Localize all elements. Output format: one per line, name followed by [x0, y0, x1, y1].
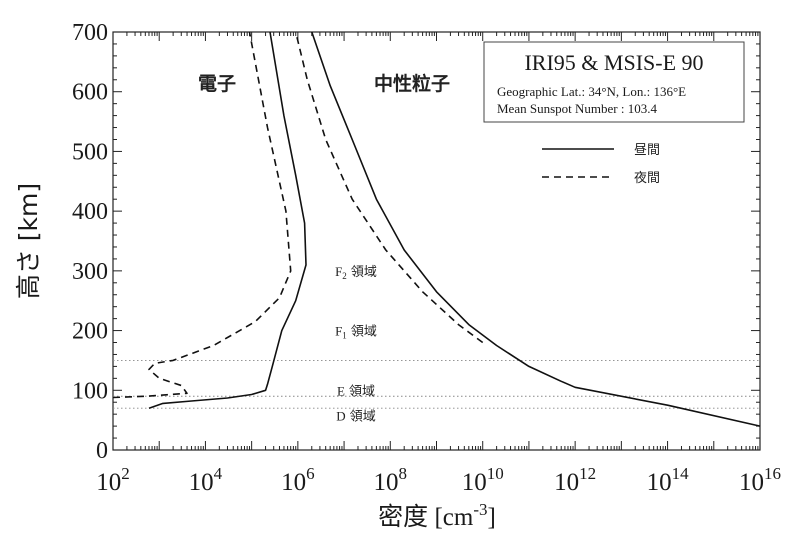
x-axis-title-unit-sup: -3	[473, 500, 487, 519]
region-label-text: 領域	[347, 264, 377, 280]
y-tick-labels: 0 100 200 300 400 500 600 700	[72, 20, 108, 464]
x-tick-label-base: 10	[554, 469, 579, 496]
region-label-letter: F	[335, 264, 342, 279]
x-tick-label-base: 10	[189, 469, 214, 496]
x-tick-label-exponent: 10	[487, 464, 504, 483]
x-tick-label-base: 10	[739, 469, 764, 496]
x-tick-label-exponent: 6	[306, 464, 315, 483]
region-label-letter: E	[337, 383, 345, 398]
region-label-letter: F	[335, 324, 342, 339]
x-tick-label-exponent: 8	[399, 464, 408, 483]
x-tick-label-base: 10	[647, 469, 672, 496]
region-label-text: 領域	[345, 383, 375, 399]
y-tick-label: 200	[72, 319, 108, 345]
x-tick-label-exponent: 12	[579, 464, 596, 483]
legend-daytime-label: 昼間	[634, 143, 660, 158]
region-label-subscript: 2	[342, 271, 347, 281]
region-label-1: F1 領域	[335, 324, 377, 341]
x-tick-label: 1012	[554, 464, 596, 496]
neutral-label: 中性粒子	[374, 72, 450, 95]
x-axis-title-unit-close: ]	[487, 504, 495, 531]
info-box-location: Geographic Lat.: 34°N, Lon.: 136°E	[497, 84, 686, 99]
x-tick-label: 1010	[462, 464, 504, 496]
region-label-0: F2 領域	[335, 264, 377, 281]
x-tick-label-base: 10	[281, 469, 306, 496]
x-tick-label-base: 10	[374, 469, 399, 496]
electron-nighttime-curve	[112, 31, 292, 399]
x-axis-title-main: 密度	[378, 502, 428, 531]
x-tick-label-base: 10	[96, 469, 121, 496]
region-label-subscript: 1	[342, 331, 347, 341]
x-axis-title-unit-open: [cm	[428, 504, 474, 531]
y-tick-label: 0	[96, 438, 108, 464]
legend-nighttime-label: 夜間	[634, 171, 660, 186]
x-tick-label-base: 10	[462, 469, 487, 496]
x-tick-labels: 102 104 106 108 1010 1012 1014 1016	[96, 464, 781, 496]
y-tick-label: 400	[72, 199, 108, 225]
x-tick-label: 106	[281, 464, 315, 496]
x-tick-label: 104	[189, 464, 223, 496]
x-axis-title: 密度 [cm-3]	[378, 500, 496, 531]
neutral-nighttime-curve	[294, 31, 484, 344]
info-box-sunspot: Mean Sunspot Number : 103.4	[497, 101, 657, 116]
electron-label: 電子	[198, 73, 236, 95]
region-label-3: D 領域	[336, 408, 376, 424]
y-tick-label: 600	[72, 80, 108, 106]
x-tick-label: 102	[96, 464, 130, 496]
x-tick-label-exponent: 16	[764, 464, 781, 483]
x-tick-label-exponent: 4	[214, 464, 223, 483]
density-curves	[112, 31, 761, 427]
y-tick-label: 300	[72, 259, 108, 285]
x-tick-label: 1016	[739, 464, 781, 496]
y-axis-title: 高さ [km]	[14, 183, 43, 299]
info-box	[483, 41, 745, 123]
y-tick-label: 500	[72, 139, 108, 165]
x-tick-label-exponent: 14	[672, 464, 690, 483]
region-label-2: E 領域	[337, 383, 375, 399]
x-tick-label: 108	[374, 464, 408, 496]
reference-lines	[113, 359, 760, 409]
x-tick-label: 1014	[647, 464, 690, 496]
electron-daytime-curve	[148, 31, 307, 409]
region-label-text: 領域	[346, 408, 376, 424]
region-label-text: 領域	[347, 324, 377, 340]
neutral-daytime-curve	[311, 31, 761, 427]
y-tick-label: 100	[72, 378, 108, 404]
x-tick-label-exponent: 2	[121, 464, 130, 483]
y-tick-label: 700	[72, 20, 108, 46]
info-box-title: IRI95 & MSIS-E 90	[524, 50, 703, 75]
region-label-letter: D	[336, 408, 345, 423]
